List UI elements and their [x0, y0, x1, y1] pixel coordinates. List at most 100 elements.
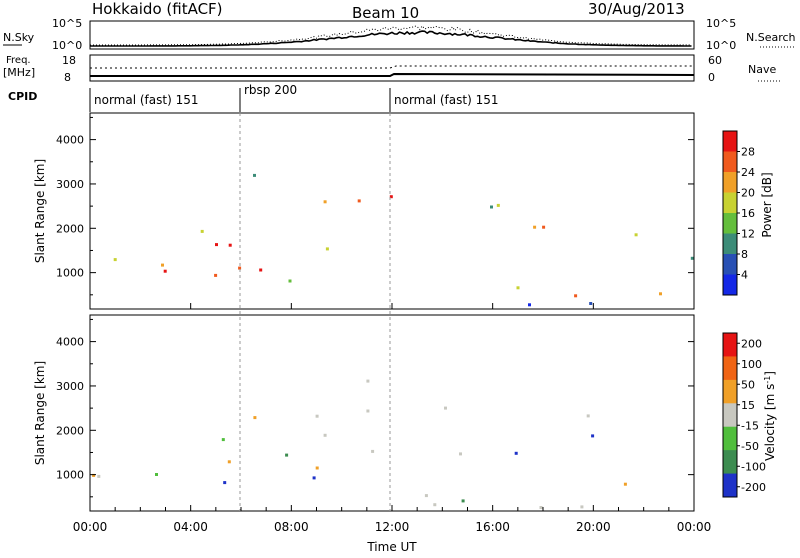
colorbar-tick-label: -15 [741, 419, 759, 432]
velocity-panel-frame [89, 314, 695, 512]
xtick-label: 16:00 [475, 520, 510, 534]
echo-cell [516, 286, 520, 290]
colorbar-swatch [723, 233, 737, 255]
freq-label-1: Freq. [6, 55, 31, 66]
nave-trace [90, 72, 695, 77]
colorbar-tick-label: -100 [741, 460, 766, 473]
colorbar-tick-label: 28 [741, 146, 755, 159]
velocity-yaxis: 1000 2000 3000 4000 [56, 318, 694, 498]
xtick-label: 12:00 [375, 520, 410, 534]
nsearch-tick-top: 10^5 [706, 17, 736, 30]
nsky-label: N.Sky [3, 31, 35, 44]
echo-cell [223, 481, 227, 485]
echo-cell [366, 409, 370, 413]
echo-cell [323, 200, 327, 204]
ytick-label: 4000 [56, 134, 84, 147]
station-title: Hokkaido (fitACF) [92, 0, 223, 18]
echo-cell [214, 273, 218, 277]
echo-cell [200, 229, 204, 233]
echo-cell [539, 506, 543, 509]
ytick-label: 1000 [56, 469, 84, 482]
echo-cell [389, 195, 393, 199]
colorbar-swatch [723, 450, 737, 475]
colorbar-tick-label: -50 [741, 440, 759, 453]
echo-cell [155, 473, 158, 476]
nave-tick-bottom: 0 [708, 71, 715, 84]
nsky-panel-frame [89, 20, 695, 50]
freq-tick-top: 18 [62, 54, 76, 67]
ytick-label: 3000 [56, 178, 84, 191]
nsearch-tick-bottom: 10^0 [706, 39, 736, 52]
velocity-colorbar-label: Velocity [m s-1] [763, 371, 778, 461]
echo-cell [215, 243, 218, 247]
echo-cell [259, 268, 263, 272]
cpid-segment-3: normal (fast) 151 [394, 93, 498, 107]
echo-cell [591, 434, 595, 438]
echo-cell [459, 452, 462, 456]
power-colorbar-label: Power [dB] [760, 172, 774, 237]
echo-cell [113, 258, 117, 262]
colorbar-tick-label: 4 [741, 269, 748, 282]
power-colorbar: 4 8 12 16 20 24 28 [722, 130, 755, 296]
colorbar-tick-label: 200 [741, 337, 762, 350]
ytick-label: 4000 [56, 336, 84, 349]
echo-cell [315, 414, 319, 418]
nsky-line [90, 30, 692, 47]
power-heatmap [113, 173, 694, 307]
colorbar-tick-label: 15 [741, 399, 755, 412]
xtick-label: 08:00 [274, 520, 309, 534]
echo-cell [589, 302, 593, 305]
colorbar-swatch [723, 333, 737, 357]
colorbar-swatch [723, 192, 737, 214]
echo-cell [163, 269, 167, 273]
echo-cell [325, 247, 329, 251]
ytick-label: 3000 [56, 380, 84, 393]
echo-cell [690, 256, 694, 260]
nave-label: Nave [748, 63, 776, 76]
beam-title: Beam 10 [352, 4, 419, 22]
colorbar-swatch [723, 213, 737, 234]
echo-cell [574, 294, 578, 298]
power-yaxis: 1000 2000 3000 4000 [56, 116, 694, 296]
colorbar-swatch [723, 356, 737, 381]
echo-cell [490, 205, 493, 209]
echo-cell [496, 203, 500, 207]
time-xaxis: 00:00 04:00 08:00 12:00 16:00 20:00 00:00 [73, 303, 711, 534]
echo-cell [461, 499, 465, 503]
echo-cell [253, 173, 256, 177]
echo-cell [444, 406, 447, 410]
nsky-tick-top: 10^5 [52, 17, 82, 30]
echo-cell [371, 449, 375, 453]
colorbar-swatch [723, 274, 737, 296]
nsearch-line [90, 25, 692, 46]
colorbar-tick-label: 8 [741, 248, 748, 261]
colorbar-tick-label: 50 [741, 378, 755, 391]
colorbar-tick-label: 100 [741, 358, 762, 371]
nsky-trace [90, 25, 692, 47]
velocity-heatmap [92, 379, 627, 509]
colorbar-tick-label: 16 [741, 207, 755, 220]
cpid-segment-1: normal (fast) 151 [94, 93, 198, 107]
colorbar-swatch [723, 131, 737, 152]
echo-cell [238, 266, 242, 270]
velocity-ylabel: Slant Range [km] [33, 361, 47, 465]
echo-cell [312, 476, 316, 480]
echo-cell [542, 225, 546, 229]
colorbar-tick-label: 12 [741, 228, 755, 241]
colorbar-swatch [723, 403, 737, 428]
echo-cell [357, 199, 361, 203]
echo-cell [659, 292, 662, 296]
echo-cell [433, 503, 437, 507]
colorbar-tick-label: 20 [741, 187, 755, 200]
echo-cell [288, 279, 292, 283]
ytick-label: 1000 [56, 267, 84, 280]
echo-cell [228, 243, 232, 247]
echo-cell [514, 451, 518, 455]
colorbar-swatch [723, 379, 737, 404]
colorbar-swatch [723, 151, 737, 173]
echo-cell [424, 494, 428, 498]
ytick-label: 2000 [56, 222, 84, 235]
power-panel-frame [89, 112, 695, 310]
colorbar-swatch [723, 172, 737, 193]
